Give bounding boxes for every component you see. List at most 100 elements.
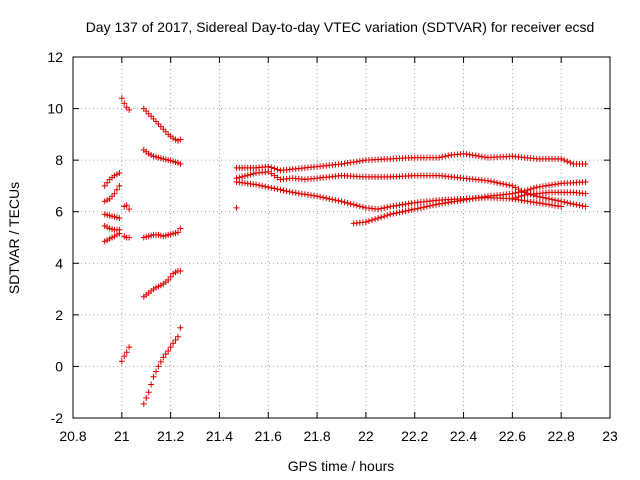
data-point [152, 368, 159, 375]
data-point [484, 177, 491, 184]
x-tick-label: 22.2 [401, 428, 428, 444]
series-arc-18 [233, 179, 565, 213]
data-point [283, 188, 290, 195]
series-arc-3 [101, 211, 123, 222]
data-point [491, 179, 498, 186]
data-point [335, 197, 342, 204]
data-points [101, 95, 589, 407]
data-point [101, 182, 108, 189]
data-point [338, 198, 345, 205]
data-point [165, 277, 172, 284]
x-tick-label: 22.4 [450, 428, 477, 444]
data-point [274, 186, 281, 193]
data-point [518, 192, 525, 199]
x-tick-label: 21.4 [206, 428, 233, 444]
data-point [140, 400, 147, 407]
x-tick-label: 21.6 [255, 428, 282, 444]
series-arc-5 [101, 230, 123, 245]
series-arc-20 [509, 189, 589, 202]
data-point [126, 344, 133, 351]
data-point [271, 172, 278, 179]
data-point [148, 381, 155, 388]
data-point [369, 217, 376, 224]
data-point [417, 204, 424, 211]
series-arc-10 [140, 105, 184, 144]
data-point [381, 213, 388, 220]
series-arc-13 [140, 268, 184, 300]
series-arc-4 [101, 222, 123, 233]
data-point [167, 273, 174, 280]
y-tick-labels: -2 0 2 4 6 8 10 12 [47, 49, 63, 426]
series-arc-17 [233, 168, 589, 210]
data-point [387, 211, 394, 218]
data-point [250, 170, 257, 177]
data-point [378, 205, 385, 212]
data-point [488, 178, 495, 185]
data-point [414, 205, 421, 212]
data-point [542, 195, 549, 202]
data-point [177, 136, 184, 143]
data-point [160, 354, 167, 361]
data-point [381, 204, 388, 211]
series-arc-15 [233, 204, 240, 211]
y-tick-label: 12 [47, 49, 63, 65]
data-point [408, 206, 415, 213]
data-point [268, 170, 275, 177]
data-point [262, 183, 269, 190]
data-point [314, 193, 321, 200]
x-tick-label: 22.8 [548, 428, 575, 444]
x-tick-label: 21 [114, 428, 130, 444]
x-tick-label: 21.2 [157, 428, 184, 444]
data-point [233, 204, 240, 211]
data-point [111, 190, 118, 197]
data-point [378, 214, 385, 221]
data-point [549, 196, 556, 203]
data-point [123, 202, 130, 209]
data-point [573, 201, 580, 208]
data-point [116, 230, 123, 237]
data-point [561, 157, 568, 164]
data-point [104, 179, 111, 186]
data-point [320, 194, 327, 201]
data-point [375, 215, 382, 222]
data-point [247, 171, 254, 178]
data-point [317, 193, 324, 200]
data-point [123, 349, 130, 356]
data-point [116, 215, 123, 222]
data-point [170, 340, 177, 347]
data-point [390, 210, 397, 217]
data-point [162, 351, 169, 358]
grid-lines [73, 57, 610, 418]
data-point [582, 179, 589, 186]
data-point [509, 190, 516, 197]
data-point [582, 161, 589, 168]
data-point [442, 153, 449, 160]
data-point [329, 196, 336, 203]
y-tick-label: -2 [51, 410, 64, 426]
y-tick-label: 10 [47, 101, 63, 117]
x-tick-label: 22.6 [499, 428, 526, 444]
data-point [265, 184, 272, 191]
data-point [570, 200, 577, 207]
data-point [155, 363, 162, 370]
data-point [121, 353, 128, 360]
data-point [365, 218, 372, 225]
y-tick-label: 4 [55, 255, 63, 271]
data-point [326, 195, 333, 202]
data-point [271, 185, 278, 192]
data-point [268, 184, 275, 191]
data-point [503, 181, 510, 188]
data-point [241, 172, 248, 179]
series-arc-11 [140, 146, 184, 168]
data-point [116, 170, 123, 177]
data-point [118, 358, 125, 365]
data-point [558, 198, 565, 205]
data-point [143, 395, 150, 402]
data-point [347, 200, 354, 207]
data-point [375, 206, 382, 213]
data-point [445, 152, 452, 159]
data-point [515, 193, 522, 200]
data-point [509, 182, 516, 189]
data-point [423, 203, 430, 210]
